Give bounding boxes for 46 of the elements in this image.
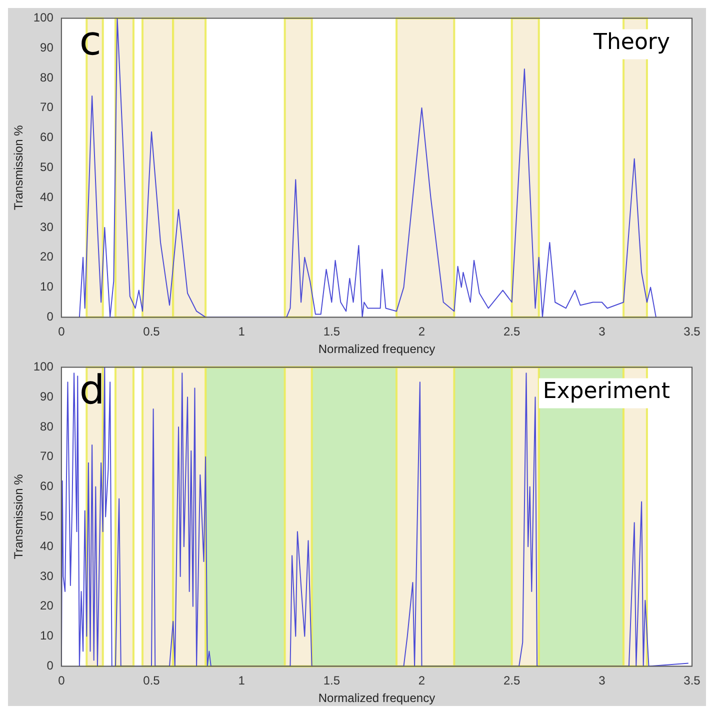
y-tick-label: 50 bbox=[40, 160, 54, 174]
y-tick-label: 0 bbox=[46, 310, 54, 324]
y-tick-label: 0 bbox=[46, 658, 54, 673]
y-tick-label: 100 bbox=[33, 10, 54, 25]
annotation: c bbox=[79, 18, 102, 65]
x-tick-label: 1 bbox=[238, 324, 246, 339]
annotation: Theory bbox=[592, 30, 670, 55]
x-axis-title: Normalized frequency bbox=[318, 342, 436, 356]
y-tick-label: 60 bbox=[40, 130, 54, 144]
x-tick-label: 0.5 bbox=[143, 324, 160, 339]
y-axis-title: Transmission % bbox=[12, 124, 26, 210]
x-tick-label: 3 bbox=[598, 324, 606, 339]
y-tick-label: 10 bbox=[40, 628, 54, 643]
x-tick-label: 0 bbox=[58, 324, 66, 339]
y-tick-label: 50 bbox=[40, 509, 54, 524]
y-axis-title: Transmission % bbox=[12, 474, 26, 560]
y-tick-label: 40 bbox=[40, 538, 54, 553]
x-tick-label: 3.5 bbox=[684, 674, 701, 688]
y-tick-label: 70 bbox=[40, 449, 54, 464]
y-tick-label: 30 bbox=[40, 568, 54, 583]
x-axis-title: Normalized frequency bbox=[318, 691, 436, 706]
y-tick-label: 30 bbox=[40, 220, 54, 234]
x-tick-label: 2 bbox=[418, 324, 426, 339]
x-tick-label: 0 bbox=[58, 674, 66, 688]
y-tick-label: 70 bbox=[40, 100, 54, 114]
y-tick-label: 20 bbox=[40, 250, 54, 264]
x-tick-label: 1.5 bbox=[323, 324, 340, 339]
y-tick-label: 100 bbox=[33, 360, 54, 374]
x-tick-label: 3 bbox=[598, 674, 606, 688]
x-tick-label: 0.5 bbox=[143, 674, 160, 688]
annotation: d bbox=[79, 368, 105, 414]
y-tick-label: 40 bbox=[40, 190, 54, 204]
y-tick-label: 80 bbox=[40, 70, 54, 84]
y-tick-label: 20 bbox=[40, 598, 54, 613]
y-tick-label: 90 bbox=[40, 389, 54, 404]
y-tick-label: 60 bbox=[40, 479, 54, 494]
x-tick-label: 2.5 bbox=[503, 324, 520, 339]
y-tick-label: 10 bbox=[40, 280, 54, 294]
y-tick-label: 80 bbox=[40, 419, 54, 434]
x-tick-label: 2.5 bbox=[503, 674, 520, 688]
x-tick-label: 1.5 bbox=[323, 674, 340, 688]
annotation: Experiment bbox=[542, 378, 670, 404]
x-tick-label: 2 bbox=[418, 674, 426, 688]
x-tick-label: 3.5 bbox=[684, 324, 701, 339]
y-tick-label: 90 bbox=[40, 40, 54, 54]
x-tick-label: 1 bbox=[238, 674, 246, 688]
